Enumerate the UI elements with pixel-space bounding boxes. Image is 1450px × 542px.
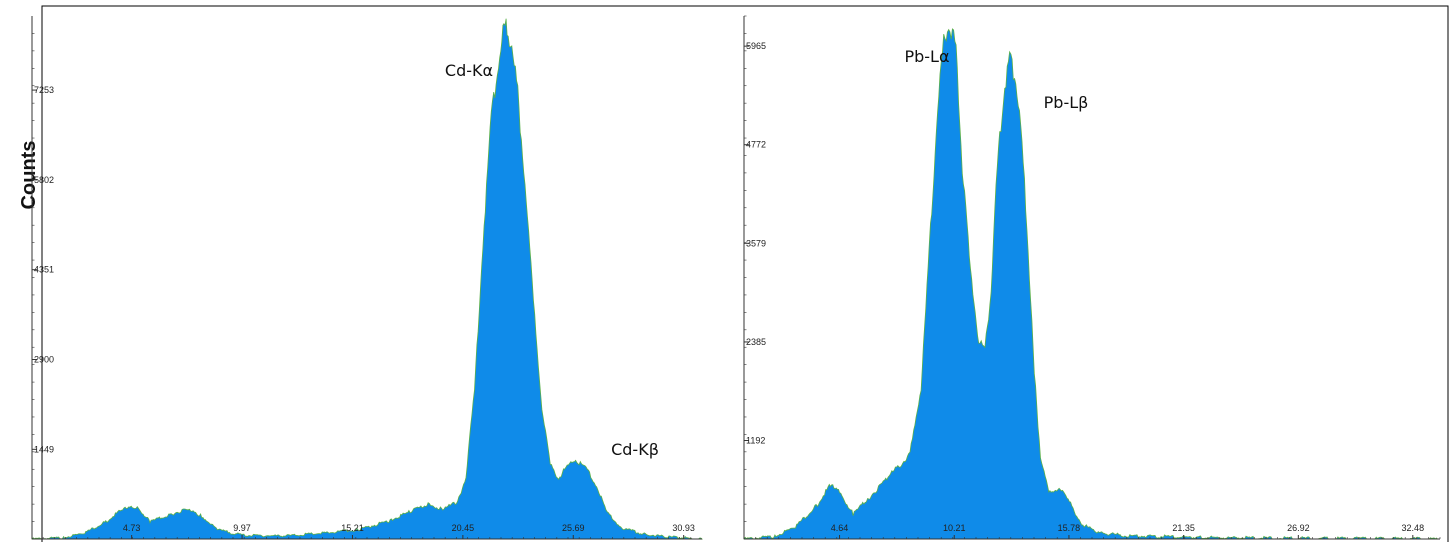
spectrum-area — [743, 28, 1440, 540]
y-tick-label: 5802 — [34, 175, 54, 185]
spectrum-area — [31, 18, 704, 540]
peak-label: Pb-Lβ — [1044, 93, 1089, 112]
peak-label: Pb-Lα — [904, 47, 949, 66]
x-tick-label: 15.21 — [341, 523, 364, 533]
y-tick-label: 7253 — [34, 85, 54, 95]
peak-label: Cd-Kα — [445, 61, 493, 80]
x-tick-label: 20.45 — [452, 523, 475, 533]
pb-spectrum-panel: 1192 2385 3579 4772 5965 4.64 10.21 15.78 21.35 2… — [743, 15, 1441, 540]
peak-label: Cd-Kβ — [611, 440, 659, 459]
y-tick-label: 1192 — [746, 436, 765, 446]
y-tick-label: 4351 — [34, 265, 54, 275]
x-tick-label: 32.48 — [1402, 523, 1425, 533]
y-tick-label: 5965 — [746, 41, 766, 51]
y-axis-label: Counts — [18, 141, 40, 210]
y-tick-label: 3579 — [746, 238, 766, 248]
y-tick-label: 2900 — [34, 355, 54, 365]
x-tick-label: 10.21 — [943, 523, 966, 533]
x-tick-label: 15.78 — [1058, 523, 1081, 533]
x-tick-label: 4.64 — [831, 523, 849, 533]
x-tick-label: 9.97 — [233, 523, 251, 533]
y-tick-label: 4772 — [746, 140, 766, 150]
x-tick-label: 21.35 — [1172, 523, 1195, 533]
y-tick-label: 1449 — [34, 444, 54, 454]
x-tick-label: 30.93 — [672, 523, 695, 533]
cd-spectrum-panel: 1449 2900 4351 5802 7253 4.73 9.97 15.21 20.45 25… — [31, 16, 704, 540]
x-tick-label: 4.73 — [123, 523, 141, 533]
y-tick-label: 2385 — [746, 337, 766, 347]
x-tick-label: 26.92 — [1287, 523, 1310, 533]
figure-frame — [41, 5, 1449, 542]
x-tick-label: 25.69 — [562, 523, 585, 533]
